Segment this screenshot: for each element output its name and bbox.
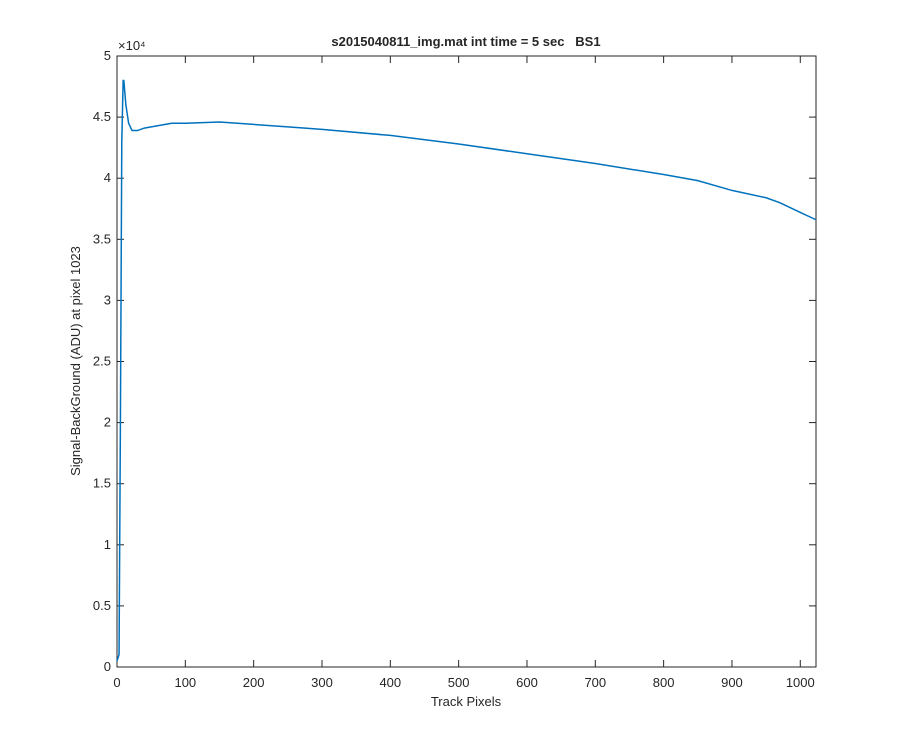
y-tick-label: 1.5 <box>93 476 111 491</box>
y-tick-label: 2 <box>104 415 111 430</box>
x-tick-label: 600 <box>516 675 538 690</box>
x-tick-label: 200 <box>243 675 265 690</box>
y-tick-label: 0.5 <box>93 598 111 613</box>
x-tick-label: 0 <box>113 675 120 690</box>
x-tick-label: 100 <box>174 675 196 690</box>
y-tick-label: 1 <box>104 537 111 552</box>
y-tick-label: 3 <box>104 292 111 307</box>
y-tick-label: 4.5 <box>93 109 111 124</box>
y-tick-label: 0 <box>104 659 111 674</box>
axes-box <box>116 55 817 668</box>
y-tick-label: 4 <box>104 170 111 185</box>
x-tick-label: 400 <box>379 675 401 690</box>
x-tick-label: 300 <box>311 675 333 690</box>
y-axis-label: Signal-BackGround (ADU) at pixel 1023 <box>68 246 83 476</box>
x-tick-label: 800 <box>653 675 675 690</box>
data-line <box>116 79 817 662</box>
chart-title: s2015040811_img.mat int time = 5 sec BS1 <box>331 34 600 49</box>
y-tick-label: 2.5 <box>93 354 111 369</box>
y-tick-label: 5 <box>104 48 111 63</box>
x-tick-label: 500 <box>448 675 470 690</box>
x-axis-label: Track Pixels <box>431 694 502 709</box>
x-tick-label: 1000 <box>786 675 815 690</box>
x-tick-label: 700 <box>584 675 606 690</box>
y-multiplier: ×10⁴ <box>118 38 146 53</box>
y-tick-label: 3.5 <box>93 231 111 246</box>
x-tick-label: 900 <box>721 675 743 690</box>
